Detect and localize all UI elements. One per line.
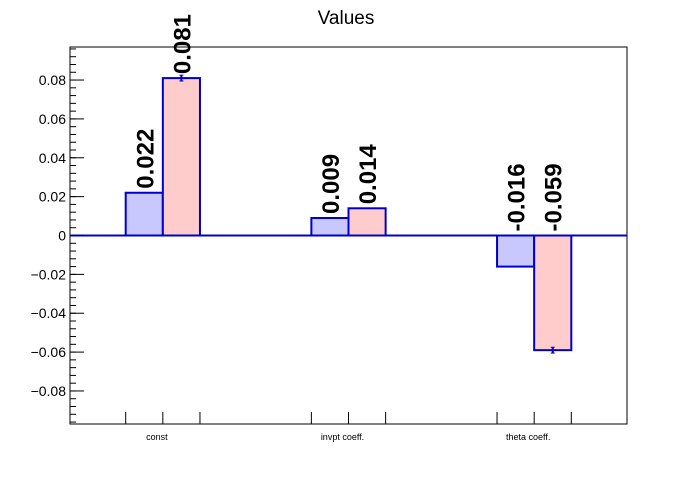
data-label: 0.081 [169,14,196,74]
y-tick-label: 0.08 [39,72,66,88]
y-tick-label: −0.04 [31,305,67,321]
bar-series1-theta-coeff- [496,234,536,268]
bar-series1-const [124,191,164,237]
x-tick-label: theta coeff. [506,432,550,442]
data-label: -0.059 [541,163,568,231]
bar-series1-invpt-coeff- [310,217,350,237]
data-label: -0.016 [504,163,531,231]
chart-title: Values [318,8,375,29]
axes-layer: −0.08 −0.06 −0.04 −0.02 0 0.02 0.04 0.06 0.08 con… [31,46,628,442]
labels-layer: 0.022 0.009 -0.016 0.081 0.014 -0.059 [132,14,567,231]
y-tick-label: −0.02 [31,266,67,282]
bar-series2-invpt-coeff- [347,207,387,237]
y-tick-label: 0.06 [39,111,66,127]
bar-series2-const [161,77,201,237]
data-label: 0.022 [132,129,159,189]
y-tick-label: 0 [58,228,66,244]
y-tick-label: −0.08 [31,383,67,399]
y-tick-label: 0.02 [39,189,66,205]
data-label: 0.009 [318,154,345,214]
data-label: 0.014 [355,144,382,205]
y-tick-label: 0.04 [39,150,66,166]
y-tick-label: −0.06 [31,344,67,360]
x-tick-label: const [146,432,168,442]
bar-series2-theta-coeff- [533,234,573,352]
x-tick-label: invpt coeff. [321,432,364,442]
